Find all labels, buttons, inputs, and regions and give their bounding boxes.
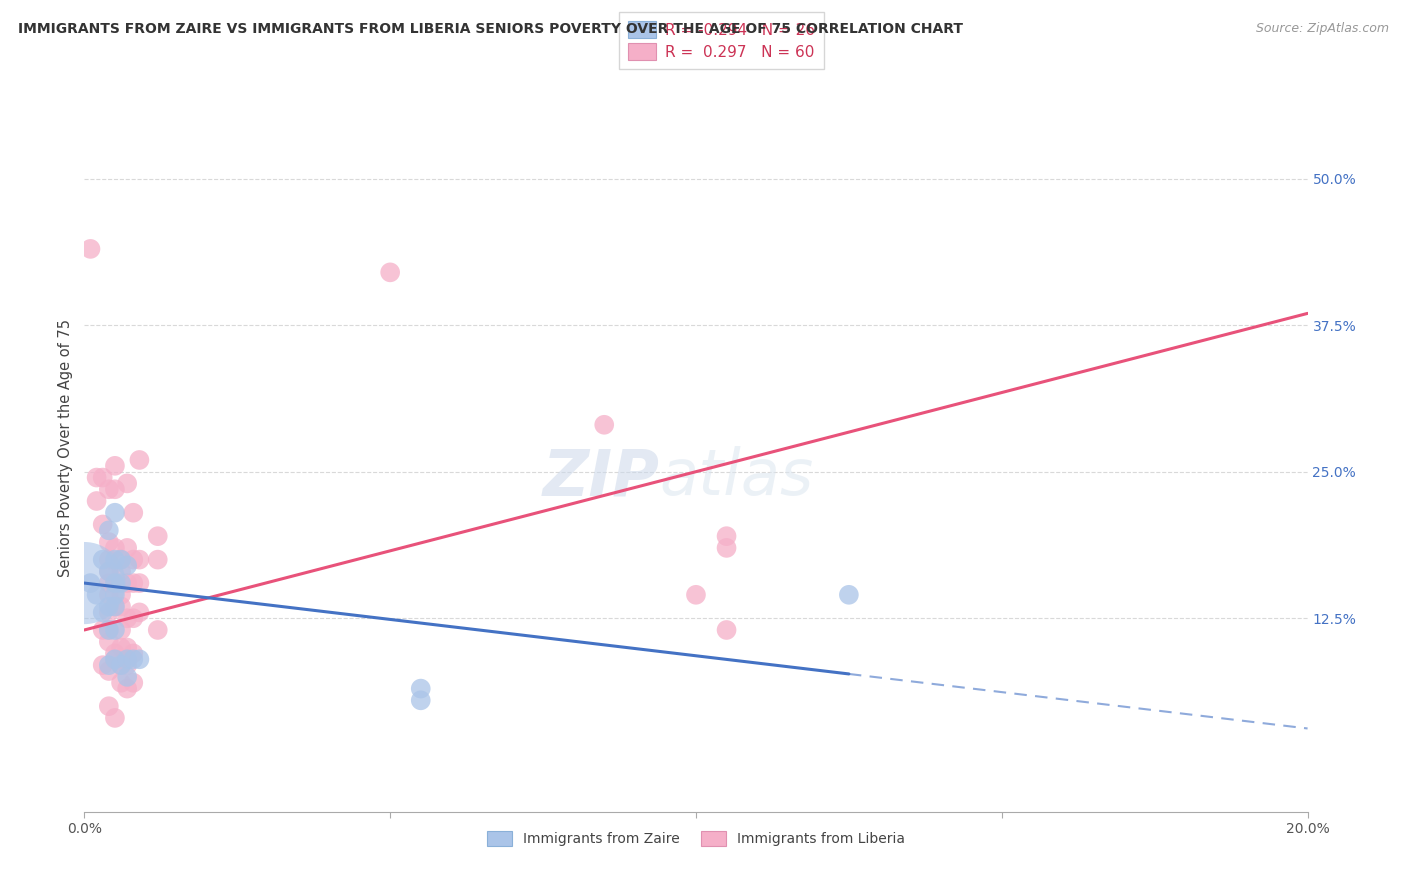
Point xyxy=(838,588,860,602)
Point xyxy=(104,576,127,591)
Y-axis label: Seniors Poverty Over the Age of 75: Seniors Poverty Over the Age of 75 xyxy=(58,319,73,577)
Point xyxy=(128,453,150,467)
Point xyxy=(110,675,132,690)
Point xyxy=(128,576,150,591)
Point xyxy=(593,417,616,432)
Point xyxy=(115,681,138,696)
Text: Source: ZipAtlas.com: Source: ZipAtlas.com xyxy=(1256,22,1389,36)
Point xyxy=(91,623,114,637)
Point xyxy=(128,652,150,666)
Point xyxy=(146,623,169,637)
Point xyxy=(122,611,145,625)
Point xyxy=(122,552,145,566)
Point xyxy=(128,606,150,620)
Point xyxy=(97,623,120,637)
Point xyxy=(685,588,707,602)
Point xyxy=(97,664,120,678)
Point xyxy=(97,599,120,614)
Point xyxy=(110,576,132,591)
Point xyxy=(409,693,432,707)
Point xyxy=(104,506,127,520)
Point xyxy=(97,606,120,620)
Point xyxy=(97,565,120,579)
Point xyxy=(104,599,127,614)
Point xyxy=(716,623,738,637)
Point xyxy=(716,529,738,543)
Point xyxy=(110,623,132,637)
Point xyxy=(110,565,132,579)
Text: IMMIGRANTS FROM ZAIRE VS IMMIGRANTS FROM LIBERIA SENIORS POVERTY OVER THE AGE OF: IMMIGRANTS FROM ZAIRE VS IMMIGRANTS FROM… xyxy=(18,22,963,37)
Point xyxy=(115,670,138,684)
Point xyxy=(104,623,127,637)
Point xyxy=(104,652,127,666)
Point xyxy=(380,265,402,279)
Point xyxy=(97,699,120,714)
Point xyxy=(115,652,138,666)
Point xyxy=(122,506,145,520)
Point xyxy=(115,640,138,655)
Point xyxy=(115,541,138,555)
Point xyxy=(91,606,114,620)
Point xyxy=(91,470,114,484)
Point xyxy=(110,588,132,602)
Point xyxy=(146,552,169,566)
Point xyxy=(110,640,132,655)
Point xyxy=(91,517,114,532)
Point xyxy=(97,634,120,648)
Point xyxy=(97,565,120,579)
Point xyxy=(146,529,169,543)
Point xyxy=(115,558,138,573)
Point xyxy=(115,658,138,673)
Point xyxy=(409,681,432,696)
Point xyxy=(110,552,132,566)
Point xyxy=(97,483,120,497)
Point xyxy=(91,658,114,673)
Point xyxy=(128,552,150,566)
Point xyxy=(104,599,127,614)
Point xyxy=(104,576,127,591)
Point xyxy=(79,576,101,591)
Point xyxy=(86,494,108,508)
Point xyxy=(110,658,132,673)
Point xyxy=(122,675,145,690)
Text: atlas: atlas xyxy=(659,446,814,508)
Point xyxy=(115,611,138,625)
Point xyxy=(97,623,120,637)
Point xyxy=(97,535,120,549)
Point xyxy=(110,599,132,614)
Point xyxy=(122,652,145,666)
Point xyxy=(97,524,120,538)
Point xyxy=(97,658,120,673)
Point xyxy=(104,588,127,602)
Point xyxy=(97,588,120,602)
Point xyxy=(97,576,120,591)
Point xyxy=(104,647,127,661)
Point xyxy=(91,552,114,566)
Point xyxy=(86,588,108,602)
Point xyxy=(104,652,127,666)
Point xyxy=(97,552,120,566)
Point xyxy=(73,576,96,591)
Point xyxy=(104,458,127,473)
Point xyxy=(104,711,127,725)
Text: ZIP: ZIP xyxy=(543,446,659,508)
Point xyxy=(104,483,127,497)
Point xyxy=(104,541,127,555)
Point xyxy=(86,470,108,484)
Point xyxy=(115,576,138,591)
Point xyxy=(716,541,738,555)
Point xyxy=(115,476,138,491)
Point xyxy=(110,658,132,673)
Point xyxy=(122,647,145,661)
Legend: Immigrants from Zaire, Immigrants from Liberia: Immigrants from Zaire, Immigrants from L… xyxy=(481,826,911,852)
Point xyxy=(110,552,132,566)
Point xyxy=(79,242,101,256)
Point xyxy=(122,576,145,591)
Point xyxy=(104,552,127,566)
